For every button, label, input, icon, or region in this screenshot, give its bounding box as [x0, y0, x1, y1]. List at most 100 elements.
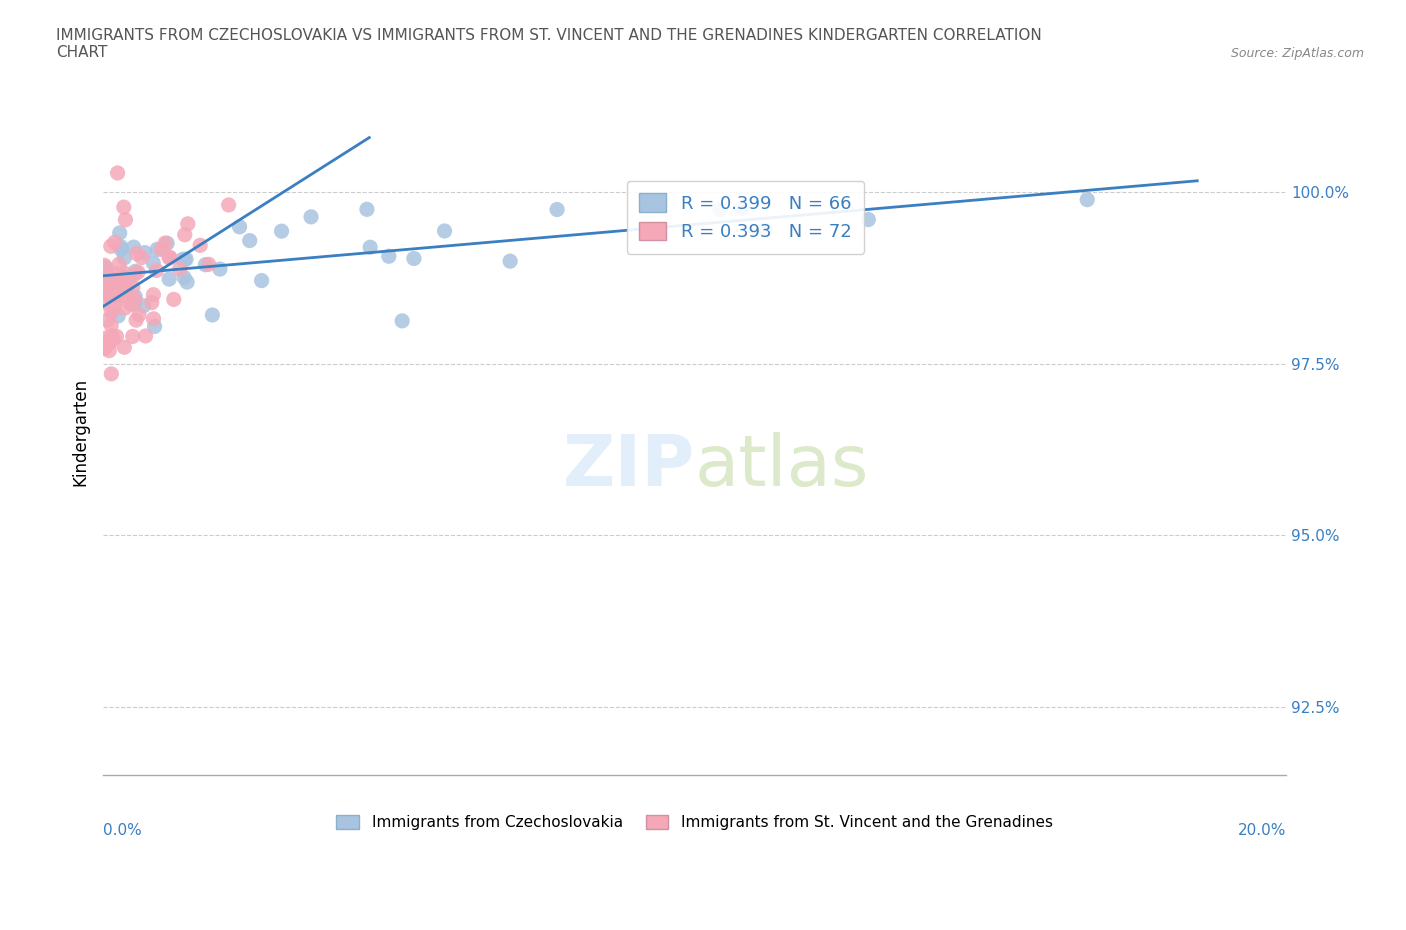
Point — [176, 274, 198, 289]
Y-axis label: Kindergarten: Kindergarten — [72, 379, 89, 486]
Point — [103, 290, 125, 305]
Point — [120, 297, 142, 312]
Point — [93, 258, 115, 272]
Point — [112, 284, 135, 299]
Point — [142, 256, 165, 271]
Point — [173, 252, 195, 267]
Point — [105, 329, 128, 344]
Point — [150, 242, 173, 257]
Point — [100, 331, 122, 346]
Text: ZIP: ZIP — [562, 432, 695, 501]
Point — [101, 328, 124, 343]
Point — [135, 328, 157, 343]
Point — [112, 266, 135, 281]
Point — [378, 249, 401, 264]
Point — [97, 286, 120, 301]
Point — [93, 296, 115, 311]
Point — [124, 264, 146, 279]
Point — [105, 273, 128, 288]
Point — [754, 222, 776, 237]
Point — [239, 233, 262, 248]
Point — [100, 239, 122, 254]
Point — [96, 330, 118, 345]
Point — [250, 273, 273, 288]
Point — [98, 270, 121, 285]
Point — [121, 329, 143, 344]
Point — [115, 279, 138, 294]
Point — [114, 212, 136, 227]
Point — [104, 267, 127, 282]
Point — [218, 197, 240, 212]
Point — [114, 278, 136, 293]
Point — [125, 312, 148, 327]
Point — [101, 300, 124, 315]
Point — [100, 366, 122, 381]
Point — [128, 307, 150, 322]
Point — [107, 309, 129, 324]
Point — [111, 269, 134, 284]
Point — [145, 263, 167, 278]
Point — [197, 257, 219, 272]
Point — [122, 297, 145, 312]
Point — [122, 268, 145, 283]
Point — [169, 261, 191, 276]
Point — [115, 287, 138, 302]
Point — [163, 292, 186, 307]
Point — [208, 261, 231, 276]
Point — [124, 289, 146, 304]
Point — [96, 284, 118, 299]
Point — [93, 286, 115, 300]
Point — [122, 240, 145, 255]
Point — [105, 291, 128, 306]
Point — [110, 242, 132, 257]
Point — [499, 254, 522, 269]
Point — [157, 250, 180, 265]
Point — [93, 341, 115, 356]
Point — [201, 308, 224, 323]
Point — [391, 313, 413, 328]
Point — [124, 293, 146, 308]
Point — [107, 287, 129, 302]
Text: atlas: atlas — [695, 432, 869, 501]
Point — [98, 343, 121, 358]
Text: IMMIGRANTS FROM CZECHOSLOVAKIA VS IMMIGRANTS FROM ST. VINCENT AND THE GRENADINES: IMMIGRANTS FROM CZECHOSLOVAKIA VS IMMIGR… — [56, 28, 1042, 60]
Point — [125, 246, 148, 261]
Point — [107, 166, 129, 180]
Point — [188, 238, 211, 253]
Point — [97, 282, 120, 297]
Point — [146, 242, 169, 257]
Point — [103, 298, 125, 312]
Point — [731, 201, 754, 216]
Point — [94, 337, 117, 352]
Point — [100, 290, 122, 305]
Point — [709, 203, 731, 218]
Point — [173, 227, 195, 242]
Point — [143, 319, 166, 334]
Point — [93, 272, 115, 286]
Point — [131, 250, 153, 265]
Point — [157, 272, 180, 286]
Point — [402, 251, 425, 266]
Point — [100, 335, 122, 350]
Point — [111, 270, 134, 285]
Point — [112, 250, 135, 265]
Point — [104, 234, 127, 249]
Point — [1076, 193, 1098, 207]
Point — [100, 318, 122, 333]
Point — [546, 202, 568, 217]
Point — [177, 217, 200, 232]
Legend: R = 0.399   N = 66, R = 0.393   N = 72: R = 0.399 N = 66, R = 0.393 N = 72 — [627, 180, 865, 254]
Point — [96, 272, 118, 287]
Point — [100, 286, 122, 300]
Point — [103, 272, 125, 287]
Point — [359, 240, 381, 255]
Point — [156, 236, 179, 251]
Point — [356, 202, 378, 217]
Point — [121, 280, 143, 295]
Point — [194, 258, 217, 272]
Point — [159, 250, 181, 265]
Point — [172, 252, 194, 267]
Point — [112, 339, 135, 354]
Point — [100, 305, 122, 320]
Point — [96, 266, 118, 281]
